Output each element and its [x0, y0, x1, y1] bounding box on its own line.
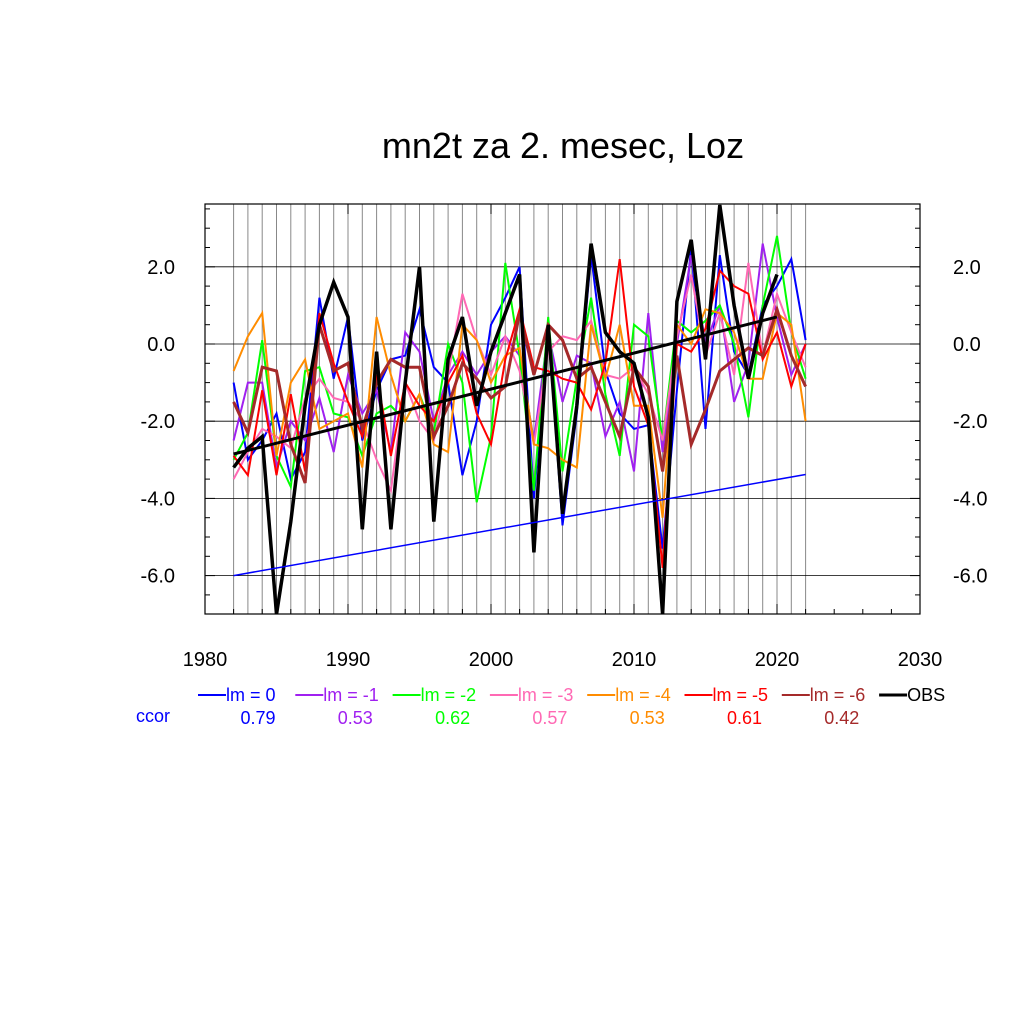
legend-label-6: lm = -6	[810, 685, 866, 705]
ccor-value-1: 0.53	[338, 708, 373, 728]
y-tick-label-right: -4.0	[953, 488, 987, 510]
ccor-value-5: 0.61	[727, 708, 762, 728]
x-tick-label: 1980	[183, 649, 228, 671]
x-tick-label: 1990	[326, 649, 371, 671]
trend-line-0	[233, 315, 778, 456]
y-tick-label-left: -4.0	[141, 488, 175, 510]
trend-layer	[233, 315, 806, 577]
ccor-value-6: 0.42	[824, 708, 859, 728]
x-tick-label: 2020	[755, 649, 800, 671]
ccor-value-3: 0.57	[532, 708, 567, 728]
chart-title: mn2t za 2. mesec, Loz	[382, 125, 744, 166]
axis-ticks: 1980 1990 2000 2010 2020 2030 2.0 2.0 0.0 0.0 -2.0…	[141, 204, 987, 671]
series-line-6	[232, 304, 807, 484]
series-layer	[232, 204, 807, 615]
plot-frame	[204, 203, 921, 615]
legend-label-2: lm = -2	[421, 685, 477, 705]
series-line-3	[232, 262, 807, 495]
y-tick-label-right: -2.0	[953, 411, 987, 433]
ccor-values: 0.79 0.53 0.62 0.57 0.53 0.61 0.42	[240, 708, 859, 728]
series-line-7	[232, 204, 779, 615]
legend-label-3: lm = -3	[518, 685, 574, 705]
y-tick-label-left: -6.0	[141, 566, 175, 588]
y-tick-label-right: 2.0	[953, 257, 981, 279]
y-tick-label-right: -6.0	[953, 566, 987, 588]
y-tick-label-left: 0.0	[147, 334, 175, 356]
y-tick-label-left: 2.0	[147, 257, 175, 279]
ccor-value-0: 0.79	[240, 708, 275, 728]
legend-label-0: lm = 0	[226, 685, 276, 705]
y-tick-label-left: -2.0	[141, 411, 175, 433]
y-tick-label-right: 0.0	[953, 334, 981, 356]
legend-label-1: lm = -1	[323, 685, 379, 705]
legend: lm = 0 lm = -1 lm = -2 lm = -3 lm = -4 lm = -…	[198, 685, 945, 705]
grid	[205, 204, 920, 614]
trend-line-1	[233, 473, 806, 577]
legend-label-7: OBS	[907, 685, 945, 705]
x-tick-label: 2000	[469, 649, 514, 671]
ccor-label: ccor	[136, 706, 170, 726]
legend-label-4: lm = -4	[615, 685, 671, 705]
legend-label-5: lm = -5	[713, 685, 769, 705]
ccor-value-4: 0.53	[630, 708, 665, 728]
x-tick-label: 2010	[612, 649, 657, 671]
ccor-value-2: 0.62	[435, 708, 470, 728]
x-tick-label: 2030	[898, 649, 943, 671]
